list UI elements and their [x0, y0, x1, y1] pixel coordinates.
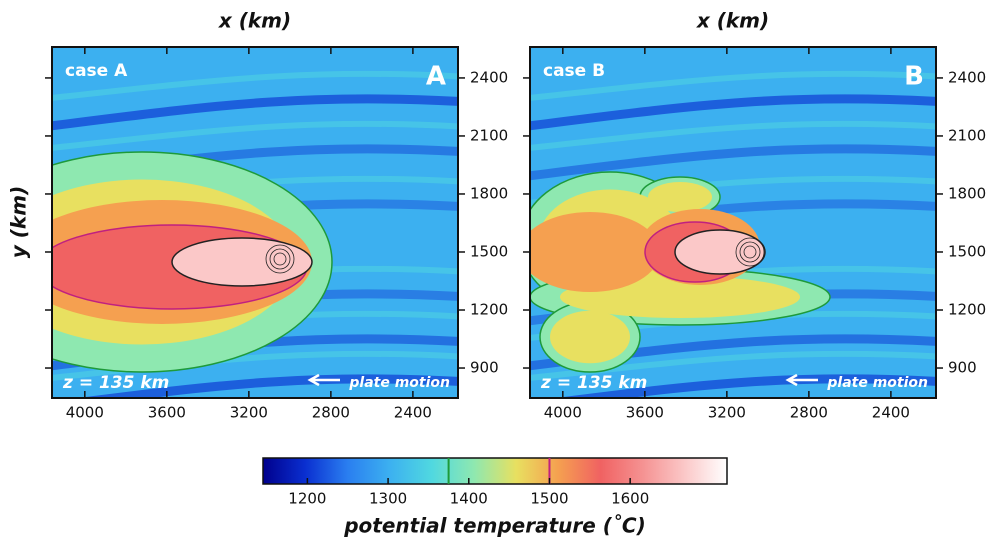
- x-tick-label: 2400: [394, 404, 432, 422]
- plume-eye: [739, 241, 761, 263]
- streak: [530, 70, 936, 101]
- plume-eye: [735, 237, 765, 267]
- x-tick-label: 3200: [230, 404, 268, 422]
- x-tick-label: 3600: [148, 404, 186, 422]
- streak: [52, 70, 458, 101]
- streak: [77, 374, 458, 398]
- plume-eye: [269, 248, 291, 270]
- streak: [530, 120, 936, 151]
- panel-letter: A: [426, 62, 446, 92]
- panel-frame: [529, 46, 937, 399]
- x-tick-label: 3200: [708, 404, 746, 422]
- panel-annotation: z = 135 km: [540, 373, 647, 393]
- panel-title: case A: [65, 61, 128, 81]
- x-tick-label: 2800: [312, 404, 350, 422]
- y-tick-label: 1500: [948, 242, 986, 260]
- x-axis-label: x (km): [696, 9, 769, 33]
- colorbar-tick-label: 1600: [611, 490, 649, 508]
- y-tick-label: 900: [948, 359, 977, 377]
- panel-title: case B: [543, 61, 605, 81]
- arrow: [785, 373, 818, 387]
- panel-frame: [51, 46, 459, 399]
- panel-annotation: z = 135 km: [62, 373, 169, 393]
- y-tick-label: 1200: [470, 301, 508, 319]
- streak: [52, 120, 458, 151]
- y-tick-label: 1800: [470, 184, 508, 202]
- x-tick-label: 3600: [626, 404, 664, 422]
- streak: [530, 144, 936, 181]
- x-tick-label: 2800: [790, 404, 828, 422]
- y-tick-label: 2400: [470, 68, 508, 86]
- arrow-label: plate motion: [826, 375, 928, 391]
- streak: [52, 94, 458, 131]
- y-axis-label: y (km): [7, 186, 31, 258]
- plume-core: [674, 229, 766, 275]
- heatmap: [530, 47, 936, 398]
- colorbar-tick-label: 1200: [288, 490, 326, 508]
- plume-halo: [550, 310, 630, 364]
- colorbar-label: potential temperature (˚C): [343, 514, 646, 538]
- plume-warm: [530, 212, 660, 292]
- arrow: [307, 373, 340, 387]
- plume-eye: [273, 252, 287, 266]
- x-axis-label: x (km): [218, 9, 291, 33]
- plume-core: [171, 237, 313, 287]
- x-tick-label: 4000: [544, 404, 582, 422]
- colorbar: [262, 457, 728, 485]
- colorbar-tick-label: 1500: [530, 490, 568, 508]
- y-tick-label: 1800: [948, 184, 986, 202]
- streak: [555, 374, 936, 398]
- colorbar-tick-label: 1300: [369, 490, 407, 508]
- plume-eye: [265, 244, 295, 274]
- panel-letter: B: [904, 62, 924, 92]
- streak: [530, 94, 936, 131]
- streak: [52, 350, 458, 381]
- arrow-label: plate motion: [348, 375, 450, 391]
- y-tick-label: 2100: [948, 126, 986, 144]
- x-tick-label: 2400: [872, 404, 910, 422]
- x-tick-label: 4000: [66, 404, 104, 422]
- colorbar-tick-label: 1400: [450, 490, 488, 508]
- plume-halo: [648, 182, 712, 212]
- y-tick-label: 900: [470, 359, 499, 377]
- y-tick-label: 2400: [948, 68, 986, 86]
- y-tick-label: 2100: [470, 126, 508, 144]
- heatmap: [52, 47, 458, 398]
- plume-eye: [743, 245, 757, 259]
- y-tick-label: 1200: [948, 301, 986, 319]
- y-tick-label: 1500: [470, 242, 508, 260]
